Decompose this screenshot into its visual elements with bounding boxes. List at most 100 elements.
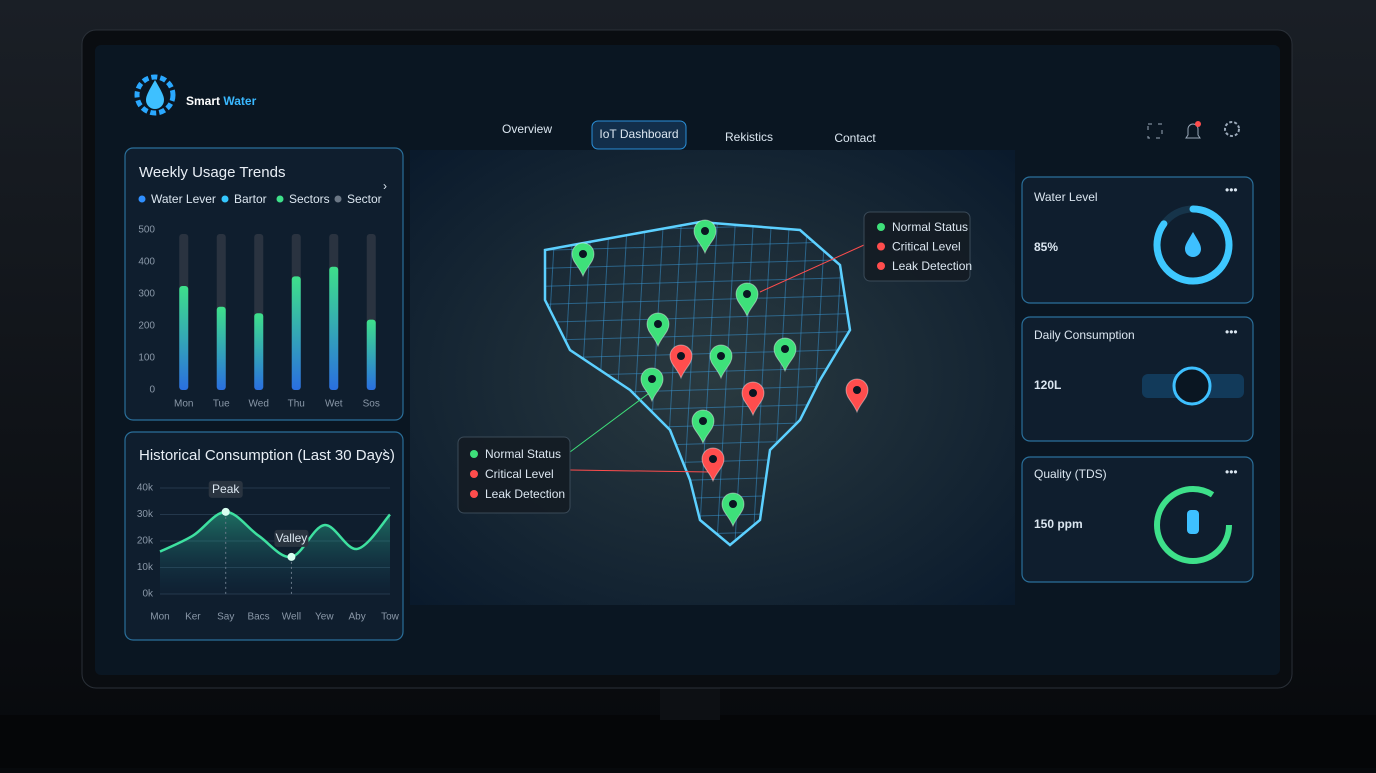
legend-dot [138, 195, 146, 203]
annotation: Peak [212, 482, 240, 496]
map-pin[interactable] [571, 242, 595, 278]
more-icon[interactable]: ••• [1225, 325, 1238, 339]
card-title: Water Level [1034, 190, 1098, 204]
x-tick-label: Thu [288, 399, 305, 410]
y-tick-label: 200 [138, 321, 155, 332]
x-tick-label: Mon [150, 612, 169, 623]
map-pins [571, 219, 869, 528]
drop-icon [1185, 232, 1201, 257]
annotation: Valley [276, 531, 308, 545]
bar [254, 313, 264, 390]
annotation-box [274, 529, 309, 547]
y-tick-label: 20k [137, 536, 154, 547]
legend-label: Normal Status [485, 447, 561, 461]
legend-dot [877, 262, 885, 270]
map-pin[interactable] [709, 344, 733, 380]
x-tick-label: Bacs [247, 612, 269, 623]
legend-dot [470, 450, 478, 458]
grid-line [545, 312, 850, 324]
logo [134, 74, 176, 116]
more-icon[interactable]: ••• [1225, 465, 1238, 479]
legend-label: Water Lever [151, 192, 216, 206]
connector [569, 384, 661, 453]
map-pin-dot [677, 352, 685, 360]
map-pin[interactable] [640, 367, 664, 403]
settings-icon[interactable] [1224, 121, 1240, 137]
legend-label: Sector [347, 192, 382, 206]
nav-item[interactable]: Rekistics [725, 130, 773, 144]
map-pin[interactable] [741, 381, 765, 417]
history-title: Historical Consumption (Last 30 Days) [139, 447, 395, 464]
map-pin-dot [709, 455, 717, 463]
bar [179, 286, 189, 390]
card-value: 85% [1034, 240, 1058, 254]
y-tick-label: 400 [138, 257, 155, 268]
bell-icon[interactable] [1185, 123, 1201, 139]
legend-dot [276, 195, 284, 203]
card-value: 120L [1034, 378, 1061, 392]
line [159, 510, 391, 559]
map-pin[interactable] [845, 378, 869, 414]
legend-label: Bartor [234, 192, 267, 206]
legend-label: Critical Level [892, 240, 961, 254]
connector [759, 244, 865, 293]
grid-line [715, 222, 737, 545]
map-pin[interactable] [646, 312, 670, 348]
legend-dot [470, 490, 478, 498]
brand-second: Water [223, 94, 256, 108]
card [1021, 316, 1254, 442]
x-tick-label: Tow [381, 612, 400, 623]
x-tick-label: Sos [363, 399, 380, 410]
annotation-dot [287, 552, 296, 561]
map-pin[interactable] [691, 409, 715, 445]
grid-line [697, 222, 719, 545]
y-tick-label: 100 [138, 353, 155, 364]
legend-label: Sectors [289, 192, 330, 206]
quality-ring [1154, 486, 1232, 564]
y-tick-label: 10k [137, 562, 154, 573]
map-pin-dot [749, 389, 757, 397]
weekly-title: Weekly Usage Trends [139, 164, 285, 181]
y-tick-label: 30k [137, 509, 154, 520]
map-pin[interactable] [735, 282, 759, 318]
map-pin[interactable] [721, 492, 745, 528]
map-pin[interactable] [669, 344, 693, 380]
x-tick-label: Wet [325, 399, 343, 410]
nav-item[interactable]: Contact [834, 131, 876, 145]
map-pin-dot [743, 290, 751, 298]
y-tick-label: 0 [149, 385, 155, 396]
map-pin-dot [853, 386, 861, 394]
grid-line [545, 330, 850, 342]
y-tick-label: 300 [138, 289, 155, 300]
legend-label: Critical Level [485, 467, 554, 481]
x-tick-label: Yew [315, 612, 334, 623]
annotation-dot [221, 507, 230, 516]
map-pin-dot [648, 375, 656, 383]
bar [291, 276, 301, 390]
x-tick-label: Say [217, 612, 234, 623]
map-pin-dot [579, 250, 587, 258]
grid-line [545, 276, 850, 288]
legend-label: Leak Detection [485, 487, 565, 501]
legend-dot [334, 195, 342, 203]
legend-dot [221, 195, 229, 203]
nav-item[interactable]: Overview [502, 122, 552, 136]
card-value: 150 ppm [1034, 517, 1083, 531]
map-pin[interactable] [693, 219, 717, 255]
header-icons[interactable] [1147, 121, 1240, 139]
chevron[interactable]: › [383, 444, 387, 458]
map-pin[interactable] [701, 447, 725, 483]
map-pin[interactable] [773, 337, 797, 373]
map-pin-dot [729, 500, 737, 508]
fullscreen-icon[interactable] [1147, 123, 1163, 139]
legend-dot [877, 223, 885, 231]
nav-item[interactable]: IoT Dashboard [599, 127, 678, 141]
more-icon[interactable]: ••• [1225, 183, 1238, 197]
x-tick-label: Tue [213, 399, 230, 410]
x-tick-label: Mon [174, 399, 193, 410]
chevron[interactable]: › [383, 179, 387, 193]
desk [0, 715, 1376, 768]
y-tick-label: 0k [142, 589, 154, 600]
map-pin-dot [701, 227, 709, 235]
